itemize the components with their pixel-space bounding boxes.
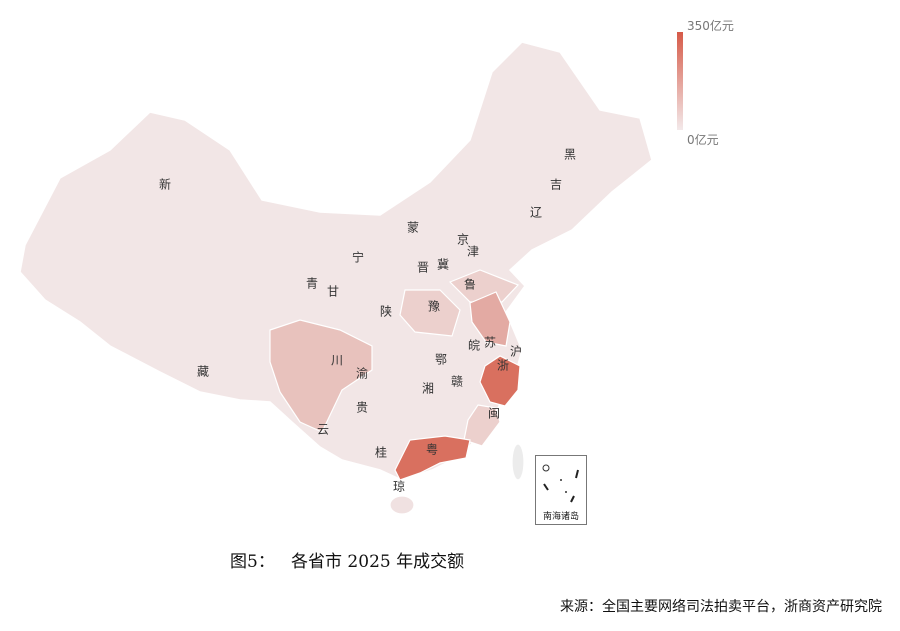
province-label: 辽 — [530, 206, 542, 220]
province-label: 苏 — [484, 336, 496, 350]
inset-label: 南海诸岛 — [542, 512, 579, 522]
province-label: 沪 — [510, 345, 522, 359]
province-label: 豫 — [428, 300, 440, 314]
south-china-sea-inset: 南海诸岛 — [535, 455, 587, 525]
province-label: 藏 — [197, 365, 209, 379]
province-label: 宁 — [352, 250, 364, 265]
province-label: 湘 — [422, 381, 434, 396]
province-label: 川 — [331, 354, 343, 368]
province-shape-shandong[interactable] — [448, 269, 520, 303]
province-label: 桂 — [375, 445, 387, 460]
province-label: 新 — [159, 177, 171, 192]
province-label: 津 — [467, 245, 479, 259]
province-label: 甘 — [327, 285, 339, 299]
province-label: 黑 — [564, 148, 576, 162]
legend-color-bar — [677, 32, 683, 130]
province-label: 鲁 — [464, 278, 476, 292]
province-label: 闽 — [488, 407, 500, 421]
province-label: 渝 — [356, 366, 368, 381]
province-label: 晋 — [417, 261, 429, 275]
source-note: 来源：全国主要网络司法拍卖平台，浙商资产研究院 — [560, 599, 882, 615]
province-label: 京 — [457, 233, 469, 247]
province-label: 云 — [317, 423, 329, 437]
province-label: 粤 — [426, 442, 438, 457]
province-shape-hainan[interactable] — [389, 495, 415, 515]
province-label: 琼 — [393, 479, 405, 494]
province-label: 冀 — [437, 258, 449, 272]
province-label: 皖 — [468, 339, 480, 353]
province-label: 赣 — [451, 375, 463, 389]
province-label: 青 — [306, 277, 318, 291]
province-shape-henan[interactable] — [399, 289, 461, 337]
province-shape-fujian[interactable] — [463, 404, 501, 447]
legend-max-label: 350亿元 — [687, 19, 734, 33]
figure-caption: 图5： 各省市 2025 年成交额 — [230, 552, 465, 572]
province-shape-zhejiang[interactable] — [479, 355, 521, 407]
province-label: 蒙 — [407, 221, 419, 235]
province-label: 浙 — [497, 359, 509, 373]
province-label: 吉 — [550, 178, 562, 192]
province-shape-guangdong[interactable] — [394, 435, 471, 481]
province-shape-jiangsu[interactable] — [469, 291, 511, 347]
province-label: 陕 — [380, 304, 392, 319]
province-label: 贵 — [356, 401, 368, 415]
china-outline — [19, 41, 653, 481]
province-shape-sichuan[interactable] — [269, 319, 373, 433]
legend-min-label: 0亿元 — [687, 133, 719, 147]
islands-icon — [542, 464, 579, 503]
province-label: 鄂 — [435, 353, 447, 367]
taiwan-shape — [511, 443, 525, 481]
